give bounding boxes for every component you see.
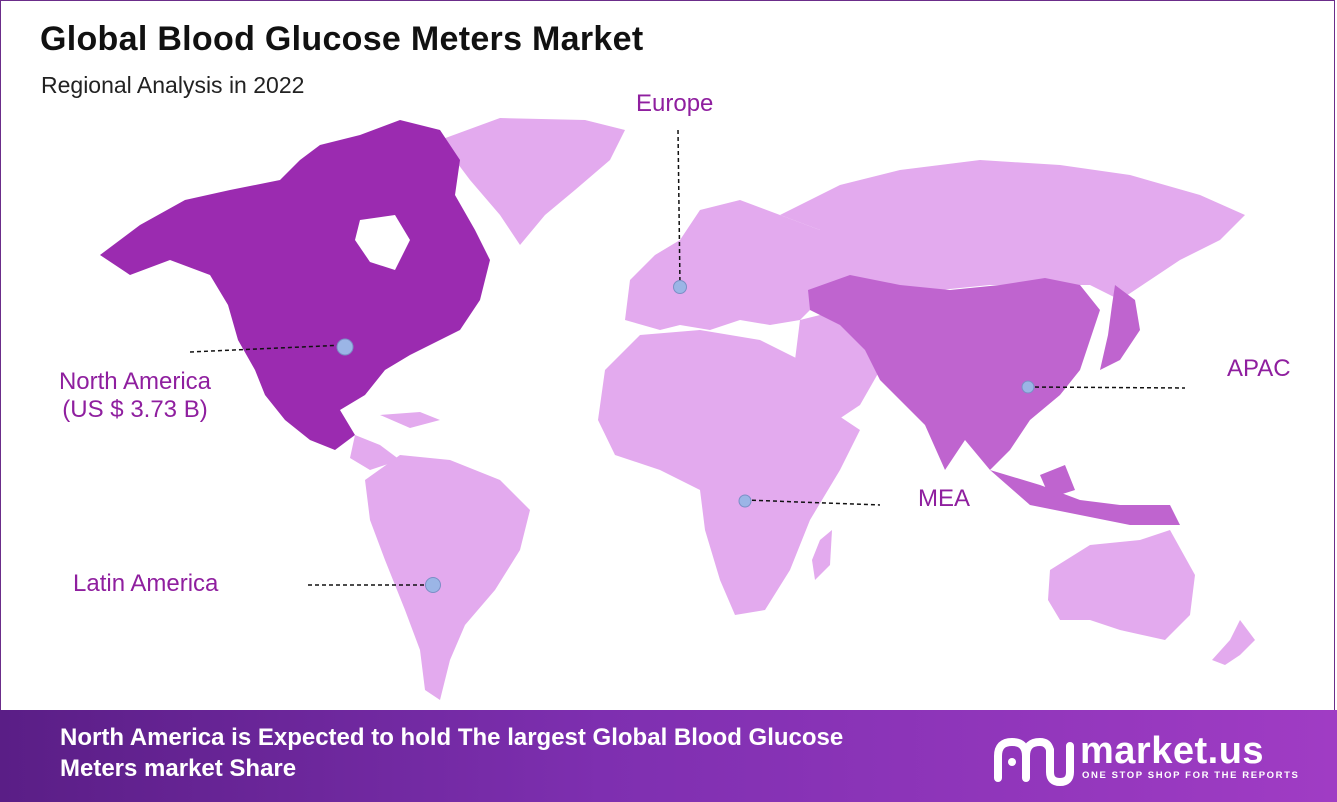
page-title: Global Blood Glucose Meters Market — [40, 20, 644, 58]
landmass-borneo — [1040, 465, 1075, 498]
leader-line-europe — [677, 129, 681, 287]
brand-tagline: ONE STOP SHOP FOR THE REPORTS — [1082, 770, 1300, 781]
landmass-australia — [1048, 530, 1195, 640]
label-europe: Europe — [636, 90, 714, 117]
landmass-new-zealand — [1212, 620, 1255, 665]
page-subtitle: Regional Analysis in 2022 — [41, 72, 305, 98]
label-latin-america: Latin America — [73, 570, 219, 597]
landmass-indonesia — [990, 470, 1180, 525]
marker-latin-america — [425, 577, 441, 593]
landmass-central-america — [350, 435, 400, 470]
region-latin-america — [365, 455, 530, 700]
brand-logo: market.us ONE STOP SHOP FOR THE REPORTS — [992, 730, 1302, 790]
label-north-america: North America (US $ 3.73 B) — [40, 368, 230, 424]
marker-apac — [1021, 380, 1035, 394]
landmass-greenland — [440, 118, 625, 245]
leader-line-north-america — [189, 344, 346, 353]
landmass-north-asia — [780, 160, 1245, 300]
label-north-america-value: (US $ 3.73 B) — [62, 396, 208, 423]
label-mea: MEA — [918, 485, 971, 512]
leader-line-mea — [744, 499, 881, 506]
world-map — [100, 118, 1255, 700]
brand-name: market.us — [1080, 730, 1265, 772]
region-north-america — [100, 120, 490, 450]
marker-europe — [673, 280, 687, 294]
landmass-hudson-bay — [355, 215, 410, 270]
leader-line-apac — [1027, 386, 1186, 389]
footer-banner — [0, 710, 1337, 802]
region-mea — [598, 330, 860, 615]
landmass-caribbean — [380, 412, 440, 428]
marker-north-america — [336, 338, 354, 356]
market-us-logo-icon — [994, 737, 1074, 787]
region-europe — [625, 200, 830, 330]
landmass-madagascar — [812, 530, 832, 580]
label-apac: APAC — [1227, 355, 1291, 382]
region-apac — [808, 275, 1100, 470]
label-north-america-name: North America — [58, 368, 212, 395]
landmass-japan — [1100, 285, 1140, 370]
footer-message: North America is Expected to hold The la… — [60, 724, 844, 782]
marker-mea — [738, 494, 752, 508]
